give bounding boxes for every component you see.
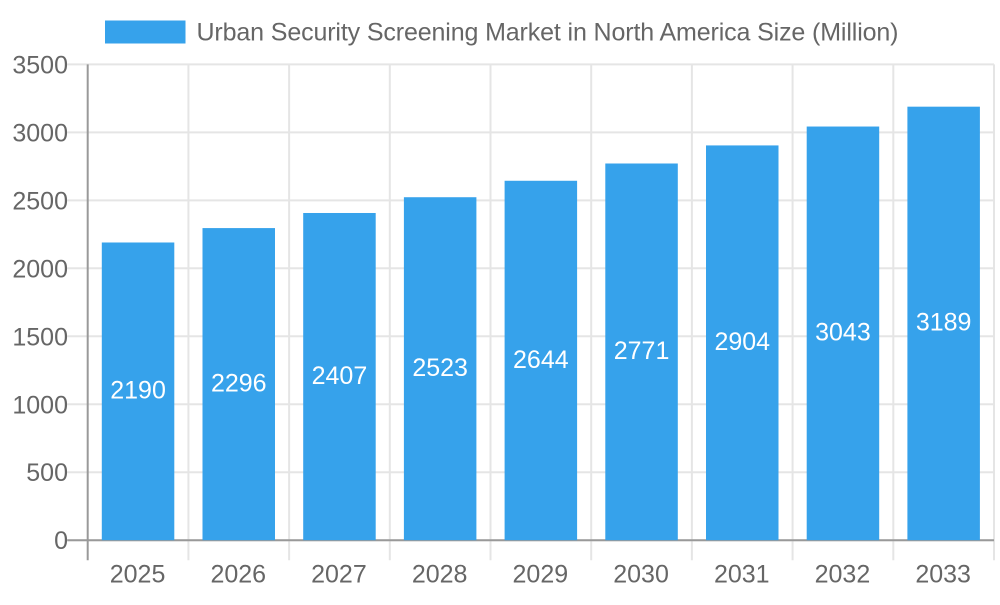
svg-text:0: 0 [54, 527, 68, 555]
svg-text:2500: 2500 [12, 187, 68, 215]
svg-text:2025: 2025 [110, 561, 166, 589]
svg-text:2026: 2026 [210, 561, 266, 589]
svg-text:500: 500 [26, 459, 68, 487]
svg-text:2027: 2027 [311, 561, 367, 589]
svg-text:2033: 2033 [915, 561, 971, 589]
svg-text:3189: 3189 [916, 309, 972, 337]
svg-text:3043: 3043 [815, 319, 871, 347]
svg-text:2031: 2031 [714, 561, 770, 589]
svg-text:2644: 2644 [513, 346, 569, 374]
svg-text:2000: 2000 [12, 255, 68, 283]
svg-text:Urban Security Screening Marke: Urban Security Screening Market in North… [197, 19, 899, 47]
svg-text:3500: 3500 [12, 51, 68, 79]
svg-text:2028: 2028 [412, 561, 468, 589]
svg-text:3000: 3000 [12, 119, 68, 147]
svg-text:2904: 2904 [714, 328, 770, 356]
svg-text:2523: 2523 [412, 354, 468, 382]
svg-text:1500: 1500 [12, 323, 68, 351]
svg-text:2296: 2296 [211, 369, 267, 397]
svg-text:2030: 2030 [613, 561, 669, 589]
svg-text:2407: 2407 [312, 362, 368, 390]
svg-text:2032: 2032 [815, 561, 871, 589]
svg-text:2029: 2029 [513, 561, 569, 589]
svg-text:2771: 2771 [614, 337, 670, 365]
svg-text:2190: 2190 [110, 377, 166, 405]
svg-text:1000: 1000 [12, 391, 68, 419]
